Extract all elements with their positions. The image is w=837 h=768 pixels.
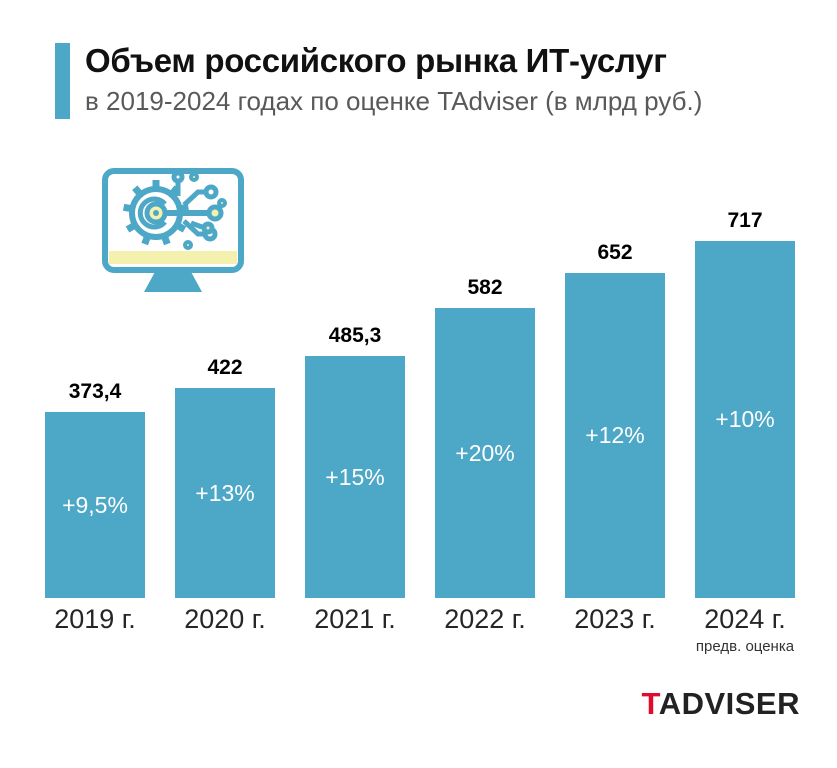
bar-column-2021: 485,3 +15% [290,324,420,598]
x-axis-cell: 2021 г. [290,604,420,655]
year-label-2019: 2019 г. [54,604,136,634]
year-label-2021: 2021 г. [314,604,396,634]
bar-2024: +10% [695,241,795,598]
bar-value-label: 652 [597,241,633,264]
bar-column-2024: 717 +10% [680,209,810,598]
bar-2021: +15% [305,356,405,598]
year-label-2023: 2023 г. [574,604,656,634]
x-axis-cell: 2019 г. [30,604,160,655]
x-axis-cell: 2023 г. [550,604,680,655]
bar-value-label: 717 [727,209,763,232]
bar-value-label: 582 [467,276,503,299]
tadviser-logo: TADVISER [642,686,800,722]
bar-chart: 373,4 +9,5% 422 +13% 485,3 +15% 582 +20%… [30,200,810,598]
tadviser-logo-t: T [641,686,659,721]
bar-value-label: 485,3 [328,324,382,347]
x-axis-cell: 2020 г. [160,604,290,655]
bar-2022: +20% [435,308,535,598]
preliminary-estimate-note: предв. оценка [695,638,795,655]
bar-value-label: 373,4 [68,380,122,403]
bar-column-2019: 373,4 +9,5% [30,380,160,598]
tadviser-logo-rest: ADVISER [658,686,800,721]
year-label-2020: 2020 г. [184,604,266,634]
bar-growth-label: +20% [455,439,515,466]
bar-growth-label: +9,5% [62,491,128,518]
bar-column-2023: 652 +12% [550,241,680,598]
x-axis-cell: 2024 г. предв. оценка [680,604,810,655]
bar-2019: +9,5% [45,412,145,598]
bar-column-2020: 422 +13% [160,356,290,598]
title-accent-bar [55,43,70,119]
bar-growth-label: +13% [195,479,255,506]
bar-growth-label: +15% [325,463,385,490]
year-label-2024: 2024 г. [704,604,786,634]
x-axis-labels: 2019 г. 2020 г. 2021 г. 2022 г. 2023 г. … [30,604,810,655]
header: Объем российского рынка ИТ-услуг в 2019-… [0,40,837,119]
bar-growth-label: +12% [585,422,645,448]
x-axis-cell: 2022 г. [420,604,550,655]
bar-2020: +13% [175,388,275,598]
page-subtitle: в 2019-2024 годах по оценке TAdviser (в … [85,86,703,116]
computer-gear-circuit-icon [102,168,244,292]
page-title: Объем российского рынка ИТ-услуг [85,42,667,79]
bar-growth-label: +10% [715,406,775,432]
bar-2023: +12% [565,273,665,598]
bar-value-label: 422 [207,356,243,379]
year-label-2022: 2022 г. [444,604,526,634]
bar-column-2022: 582 +20% [420,276,550,598]
